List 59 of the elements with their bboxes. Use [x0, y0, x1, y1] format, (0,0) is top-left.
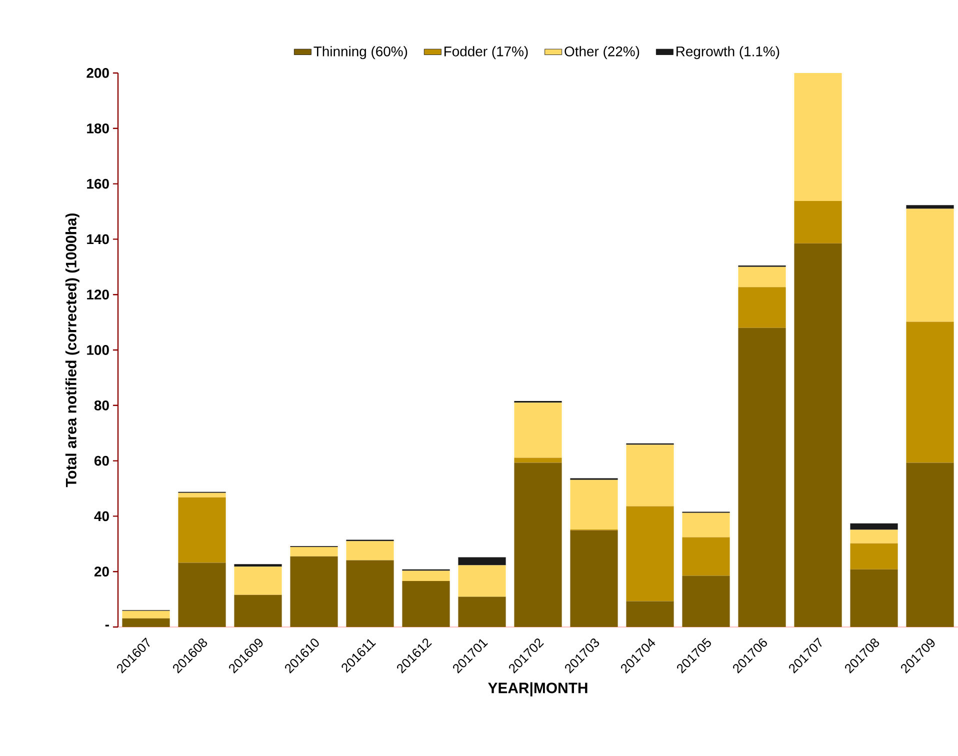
bar: [290, 556, 338, 627]
bar: [906, 208, 954, 322]
bar: [290, 546, 338, 556]
bar: [570, 530, 618, 627]
bar: [850, 543, 898, 570]
bar: [402, 570, 450, 582]
bar: [234, 566, 282, 595]
bar: [738, 328, 786, 627]
y-tick-label: 180: [87, 123, 109, 134]
bar: [234, 564, 282, 567]
y-axis-title: Total area notified (corrected) (1000ha): [65, 213, 80, 488]
legend-label: Other (22%): [564, 46, 640, 60]
bar: [850, 569, 898, 627]
y-tick-label: 100: [87, 345, 109, 355]
bar: [682, 576, 730, 627]
bar: [794, 72, 842, 201]
bar: [626, 601, 674, 627]
y-tick-label: 60: [94, 456, 109, 466]
bar: [682, 537, 730, 576]
y-tick-label: -: [105, 624, 109, 626]
y-tick-label: 80: [94, 400, 109, 410]
bar: [234, 594, 282, 627]
bar: [738, 266, 786, 288]
bar: [346, 541, 394, 560]
bar: [178, 562, 226, 627]
bar: [738, 287, 786, 328]
bar: [458, 596, 506, 627]
y-tick-label: 160: [87, 178, 109, 189]
bar: [626, 506, 674, 602]
bar: [906, 322, 954, 463]
bar: [514, 458, 562, 463]
y-tick-label: 120: [87, 290, 109, 300]
bar: [402, 581, 450, 627]
bar: [794, 200, 842, 244]
x-axis-title: YEAR|MONTH: [488, 682, 588, 696]
bar: [346, 560, 394, 627]
bar: [178, 497, 226, 563]
bar: [178, 492, 226, 498]
bar: [458, 557, 506, 566]
bar: [514, 402, 562, 458]
bar: [906, 205, 954, 209]
bar: [794, 243, 842, 627]
bar: [850, 530, 898, 544]
y-tick-label: 20: [94, 566, 109, 577]
bar: [122, 618, 170, 627]
bar: [626, 444, 674, 506]
bar: [682, 512, 730, 538]
bar: [458, 565, 506, 597]
bar: [906, 462, 954, 627]
legend-label: Thinning (60%): [314, 46, 408, 60]
legend-label: Fodder (17%): [444, 46, 528, 60]
y-tick-label: 140: [87, 234, 109, 244]
bar: [122, 610, 170, 618]
bar: [570, 480, 618, 530]
bar: [514, 462, 562, 627]
y-tick-label: 200: [86, 68, 109, 78]
bar: [850, 523, 898, 530]
legend-label: Regrowth (1.1%): [676, 46, 780, 60]
y-tick-label: 40: [94, 511, 109, 522]
